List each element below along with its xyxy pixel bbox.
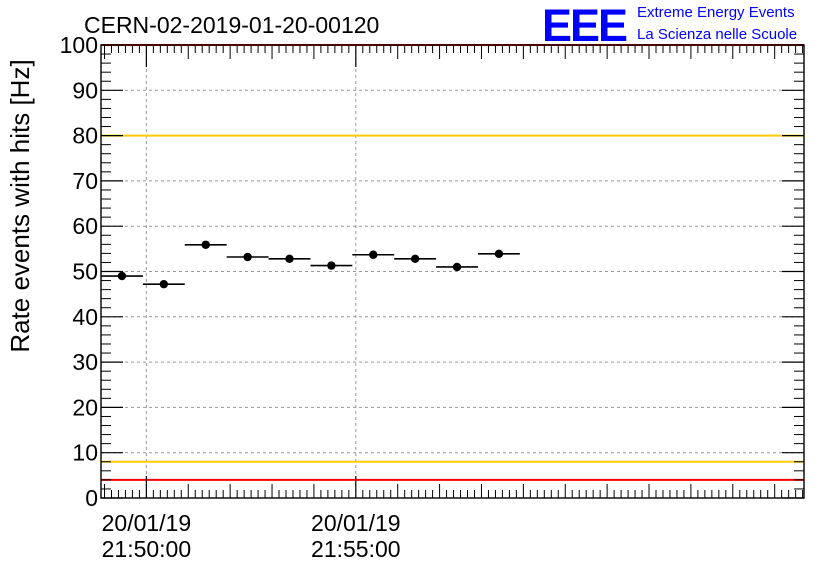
eee-logo-line1: Extreme Energy Events — [637, 4, 795, 21]
data-point — [369, 250, 378, 259]
y-tick-label: 10 — [72, 440, 98, 466]
chart-title: CERN-02-2019-01-20-00120 — [84, 12, 379, 38]
y-tick-label: 40 — [72, 304, 98, 330]
y-tick-label: 20 — [72, 394, 98, 420]
data-point — [201, 240, 210, 249]
axis-ticks — [101, 44, 804, 499]
data-point — [327, 261, 336, 270]
x-tick-label-date: 20/01/19 — [102, 510, 192, 536]
eee-logo-letters: EEE — [542, 0, 627, 51]
reference-lines — [101, 44, 804, 481]
data-point — [243, 252, 252, 262]
y-tick-label: 0 — [85, 485, 98, 511]
data-point — [452, 262, 462, 272]
x-tick-label-date: 20/01/19 — [311, 510, 401, 536]
y-tick-label: 100 — [60, 32, 98, 58]
data-point — [410, 254, 420, 264]
y-tick-label: 90 — [72, 77, 98, 103]
axis-labels: 010203040506070809010020/01/1921:50:0020… — [60, 32, 401, 562]
grid-lines — [101, 45, 804, 498]
y-axis-title: Rate events with hits [Hz] — [5, 59, 35, 352]
data-point — [285, 254, 294, 264]
data-point — [494, 249, 504, 259]
y-tick-label: 60 — [72, 213, 98, 239]
y-tick-label: 50 — [72, 259, 98, 285]
x-tick-label-time: 21:55:00 — [311, 536, 401, 562]
x-tick-label-time: 21:50:00 — [102, 536, 192, 562]
data-point — [159, 279, 169, 289]
y-tick-label: 70 — [72, 168, 98, 194]
eee-logo-line2: La Scienza nelle Scuole — [637, 26, 797, 43]
plot-frame — [100, 44, 805, 499]
eee-logo: EEE Extreme Energy Events La Scienza nel… — [542, 0, 797, 51]
y-tick-label: 30 — [72, 349, 98, 375]
data-point — [117, 271, 127, 281]
data-series — [101, 240, 520, 289]
y-tick-label: 80 — [72, 123, 98, 149]
